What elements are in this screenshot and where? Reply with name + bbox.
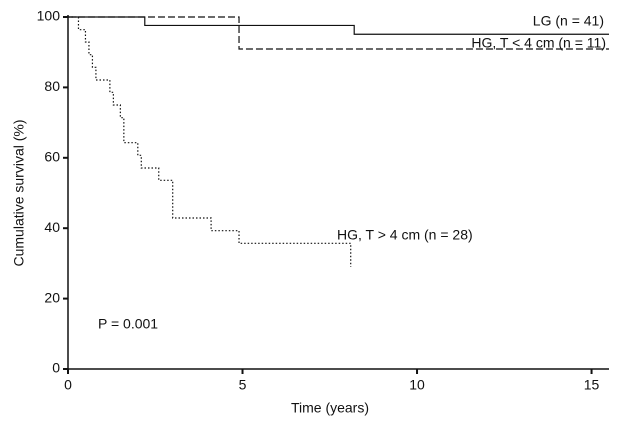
y-tick-label: 40 xyxy=(44,219,60,235)
survival-line xyxy=(68,16,609,50)
x-tick-label: 0 xyxy=(64,377,72,393)
x-axis-label: Time (years) xyxy=(291,400,369,416)
x-tick-label: 15 xyxy=(584,377,600,393)
y-axis-label: Cumulative survival (%) xyxy=(11,119,27,266)
y-tick-label: 80 xyxy=(44,78,60,94)
x-tick-label: 5 xyxy=(239,377,247,393)
series-label: HG, T > 4 cm (n = 28) xyxy=(337,227,473,243)
survival-line xyxy=(68,16,609,35)
series-label: HG, T < 4 cm (n = 11) xyxy=(471,35,606,51)
y-tick-label: 0 xyxy=(52,360,60,376)
y-tick-label: 60 xyxy=(44,149,60,165)
annotation: P = 0.001 xyxy=(98,316,158,332)
y-tick-label: 100 xyxy=(37,8,61,24)
x-tick-label: 10 xyxy=(409,377,425,393)
series-label: LG (n = 41) xyxy=(533,13,604,29)
y-tick-label: 20 xyxy=(44,289,60,305)
survival-line xyxy=(68,16,352,267)
